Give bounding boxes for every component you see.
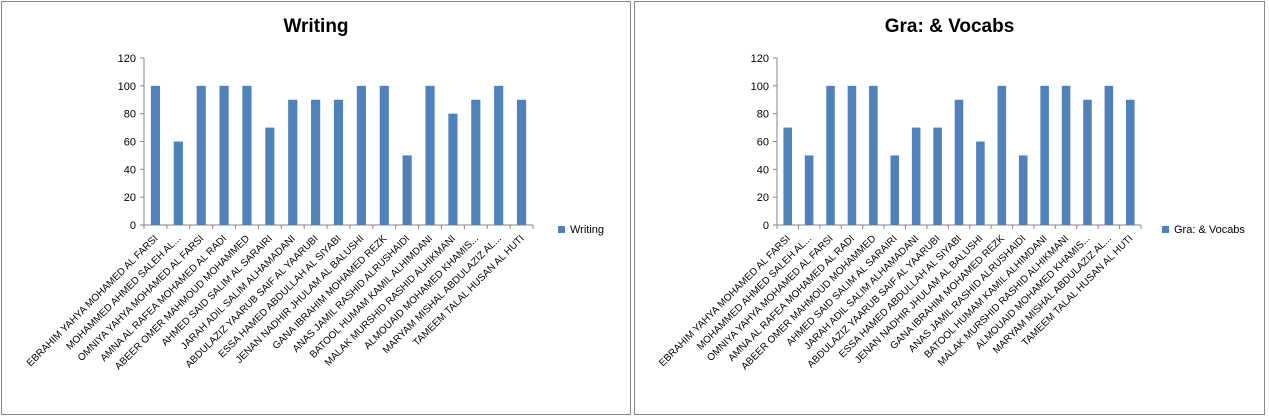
bar	[379, 85, 389, 225]
bar	[494, 85, 504, 225]
bar	[1061, 85, 1071, 225]
y-tick-label: 80	[757, 109, 769, 121]
y-tick-label: 0	[130, 220, 136, 232]
y-tick-label: 40	[757, 164, 769, 176]
y-tick-label: 80	[124, 109, 136, 121]
bar	[933, 127, 942, 225]
bar	[356, 85, 366, 225]
writing-chart-panel: Writing 0 20 40 60 80 100 120 EBRAHIM YAHYA MOH…	[1, 1, 631, 415]
bar	[448, 113, 458, 225]
bar	[402, 155, 412, 225]
bar	[242, 85, 252, 225]
bar	[516, 99, 527, 225]
chart-title: Gra: & Vocabs	[884, 16, 1015, 37]
legend-swatch	[1162, 226, 1169, 233]
bar	[1126, 99, 1135, 225]
bar	[219, 85, 229, 225]
y-tick-label: 60	[757, 137, 769, 149]
bar	[173, 141, 183, 225]
bar	[783, 127, 792, 225]
bar	[1018, 155, 1028, 225]
bar	[804, 155, 814, 225]
bar	[311, 99, 321, 225]
y-tick-label: 60	[124, 137, 136, 149]
y-tick-label: 100	[118, 81, 136, 93]
bar	[869, 85, 878, 225]
bar	[890, 155, 900, 225]
bar	[1040, 85, 1049, 225]
bar	[954, 99, 964, 225]
y-tick-label: 120	[118, 53, 136, 65]
bar	[265, 127, 275, 225]
bar	[1083, 99, 1092, 225]
y-tick-label: 40	[124, 164, 136, 176]
y-tick-label: 100	[751, 81, 769, 93]
bar	[471, 99, 481, 225]
legend-swatch	[558, 226, 565, 233]
y-tick-label: 120	[751, 53, 769, 65]
bar	[150, 85, 161, 225]
bar	[1104, 85, 1114, 225]
bar	[333, 99, 344, 225]
y-tick-label: 0	[763, 220, 769, 232]
grammar-vocabs-chart-panel: Gra: & Vocabs 0 20 40 60 80 100 120 EBRAHIM YAH…	[634, 1, 1265, 415]
legend-label: Writing	[570, 224, 604, 236]
bar	[288, 99, 298, 225]
bar	[196, 85, 206, 225]
legend-label: Gra: & Vocabs	[1174, 224, 1245, 236]
bar	[997, 85, 1007, 225]
y-tick-label: 20	[757, 192, 769, 204]
bar	[976, 141, 985, 225]
bar	[847, 85, 857, 225]
bar	[826, 85, 835, 225]
y-tick-label: 20	[124, 192, 136, 204]
bar	[425, 85, 435, 225]
chart-title: Writing	[283, 16, 349, 37]
bar	[911, 127, 921, 225]
